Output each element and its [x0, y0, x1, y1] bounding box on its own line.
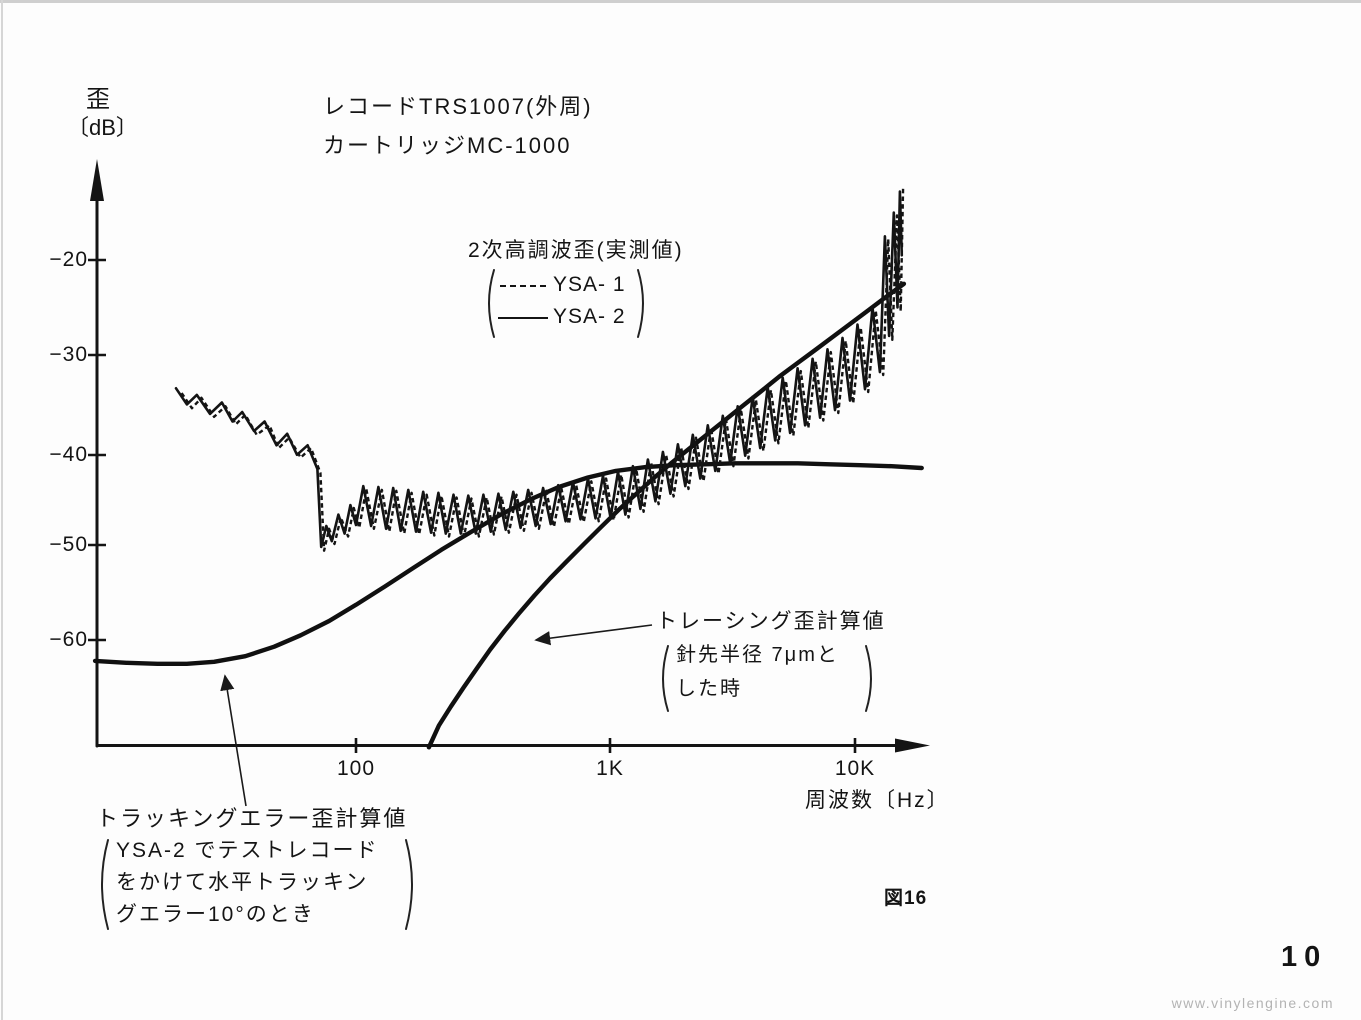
x-axis-arrowhead-icon	[895, 738, 930, 753]
tracking-annotation-line3: をかけて水平トラッキン	[116, 871, 369, 894]
tracking-leader-arrow	[220, 674, 247, 807]
y-tick-label-20: −20	[49, 248, 88, 271]
y-tick-label-40: −40	[49, 443, 88, 466]
x-tick-label-1k: 1K	[596, 757, 624, 780]
curve-ysa-1	[180, 186, 905, 552]
tracking-annotation-graphics	[101, 674, 413, 930]
tracking-annotation-line2: YSA-2 でテストレコード	[116, 839, 379, 862]
tracing-paren-right	[865, 645, 872, 712]
curve-ysa-2	[174, 190, 904, 549]
tracing-annotation-line2: 針先半径 7μmと	[676, 644, 839, 666]
x-tick-label-100: 100	[336, 757, 376, 780]
tracking-annotation-line4: グエラー10°のとき	[116, 903, 315, 926]
y-tick-label-60: −60	[49, 628, 88, 651]
tracing-annotation-title: トレーシング歪計算値	[656, 610, 886, 633]
legend-parens	[488, 269, 644, 338]
tracing-annotation-line3: した時	[676, 678, 742, 700]
x-tick-label-10k: 10K	[834, 757, 876, 780]
header-cartridge: カートリッジMC-1000	[323, 133, 572, 158]
figure-number: 図16	[884, 888, 928, 909]
y-axis-arrowhead-icon	[90, 159, 104, 201]
tracking-paren-left	[101, 839, 109, 930]
legend-title: 2次高調波歪(実測値)	[468, 239, 684, 262]
y-axis	[88, 159, 106, 748]
y-axis-unit: 〔dB〕	[67, 115, 138, 140]
tracing-leader-arrow	[534, 624, 653, 646]
scan-edge-left	[1, 0, 3, 1020]
tracing-paren-left	[662, 645, 669, 712]
x-axis-title: 周波数〔Hz〕	[805, 789, 950, 812]
page-number: 10	[1281, 941, 1328, 973]
legend-paren-left	[488, 269, 495, 338]
legend-label-ysa2: YSA- 2	[553, 305, 626, 328]
watermark: www.vinylengine.com	[1171, 995, 1334, 1011]
tracing-annotation-graphics	[534, 624, 872, 712]
scan-edge-top	[0, 0, 1361, 3]
y-tick-label-30: −30	[49, 343, 88, 366]
legend-dashed-line-icon	[500, 285, 546, 287]
y-tick-label-50: −50	[49, 533, 88, 556]
legend-solid-line-icon	[498, 317, 548, 319]
tracking-annotation-title: トラッキングエラー歪計算値	[96, 806, 408, 831]
legend-label-ysa1: YSA- 1	[553, 273, 626, 296]
curve-tracking-error-calculated	[92, 461, 924, 666]
curve-tracing-calculated	[426, 281, 907, 750]
x-axis	[95, 738, 930, 753]
y-axis-title: 歪	[86, 86, 112, 113]
tracking-paren-right	[405, 839, 413, 930]
legend-paren-right	[637, 269, 644, 338]
header-record: レコードTRS1007(外周)	[323, 94, 593, 119]
data-curves	[92, 186, 924, 750]
